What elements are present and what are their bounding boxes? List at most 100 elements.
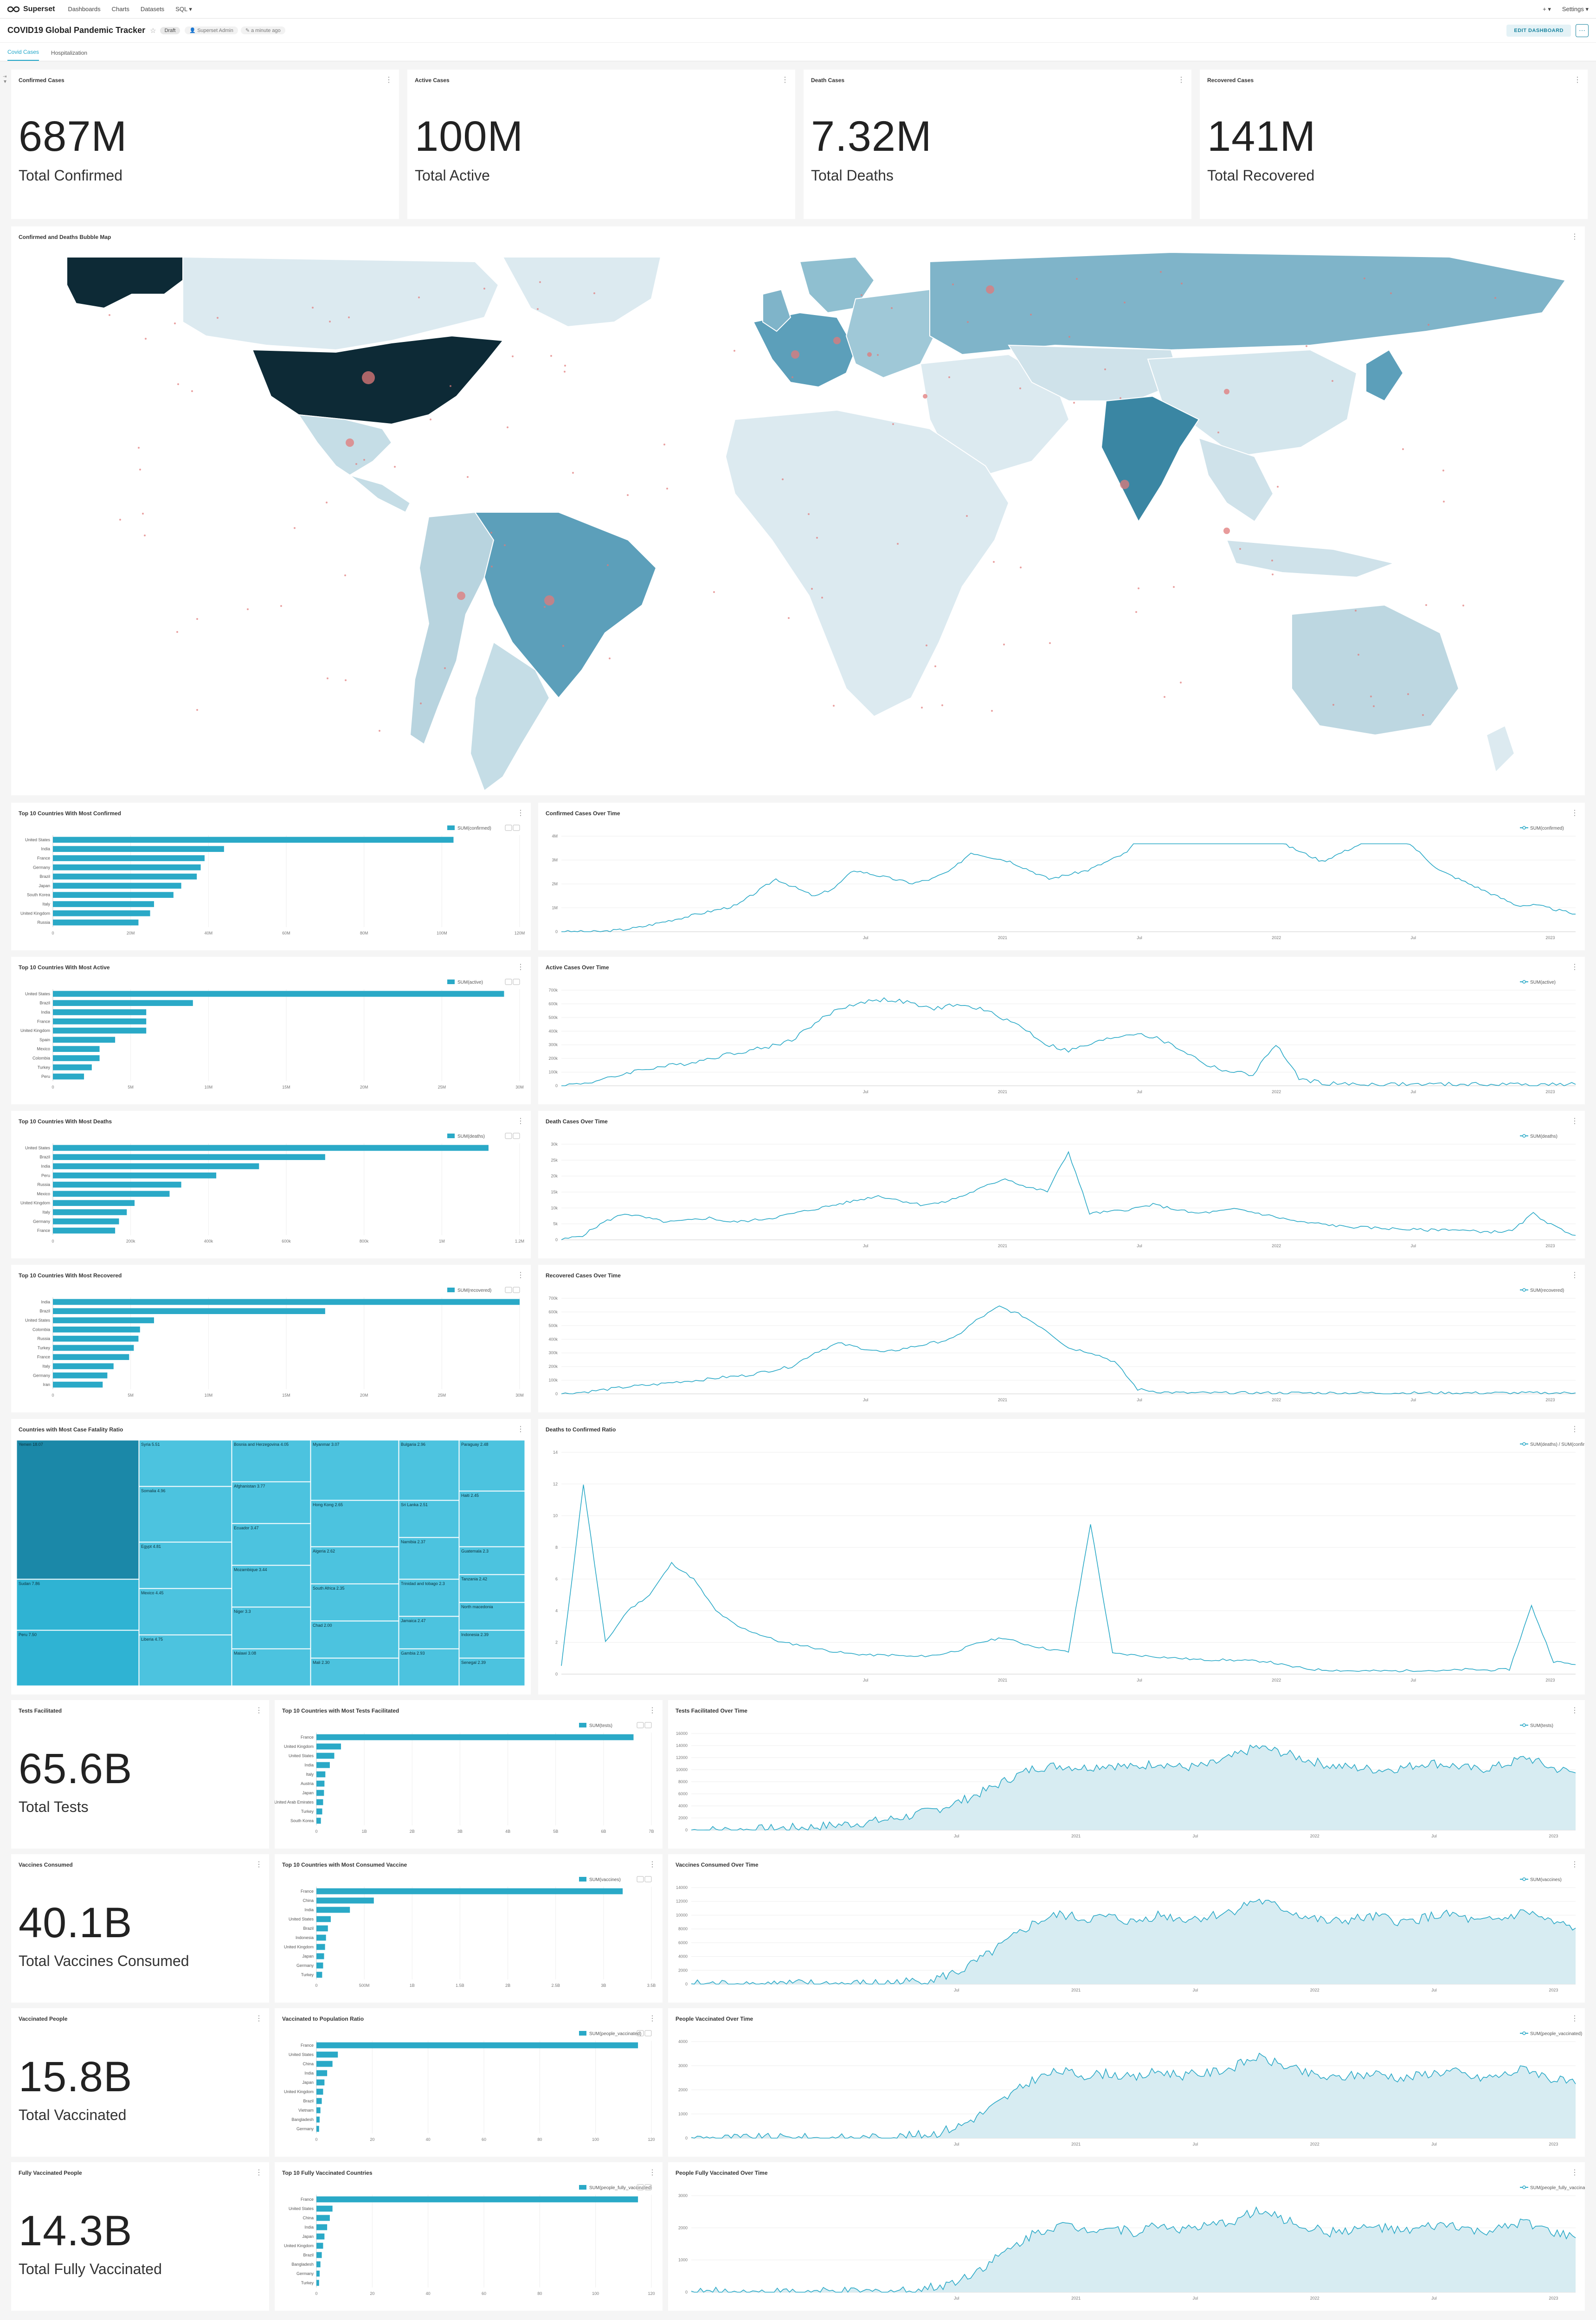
bar[interactable]	[53, 1218, 119, 1224]
bar[interactable]	[53, 873, 197, 880]
country-india[interactable]	[1100, 395, 1200, 523]
map-bubble[interactable]	[734, 350, 735, 352]
bar[interactable]	[316, 2061, 333, 2067]
bar[interactable]	[316, 2205, 333, 2212]
bar[interactable]	[316, 2233, 325, 2240]
bar[interactable]	[316, 2088, 323, 2095]
chart-menu-icon[interactable]: ⋮	[1571, 1271, 1578, 1279]
bar-chart[interactable]: SUM(deaths) 0 200k 400k 600k 800k 1M 1.2M United…	[11, 1129, 531, 1258]
bar[interactable]	[53, 1345, 134, 1351]
bar[interactable]	[316, 1808, 322, 1815]
legend-next-icon[interactable]	[644, 2184, 652, 2191]
bar[interactable]	[316, 1753, 335, 1759]
bar[interactable]	[316, 1790, 324, 1796]
chart-legend[interactable]: SUM(tests)	[579, 1723, 612, 1728]
bar[interactable]	[53, 1027, 147, 1034]
bar[interactable]	[316, 1897, 374, 1904]
chart-legend[interactable]: SUM(recovered)	[447, 1288, 491, 1293]
legend-next-icon[interactable]	[513, 979, 520, 985]
map-bubble[interactable]	[967, 321, 969, 323]
map-bubble[interactable]	[1164, 696, 1165, 698]
bar[interactable]	[53, 1172, 217, 1179]
legend-next-icon[interactable]	[644, 1722, 652, 1728]
treemap-cell[interactable]	[399, 1537, 459, 1579]
treemap-cell[interactable]	[310, 1440, 399, 1501]
treemap-cell[interactable]	[310, 1658, 399, 1686]
treemap-cell[interactable]	[459, 1630, 525, 1658]
favorite-star-icon[interactable]: ☆	[150, 26, 156, 35]
bar[interactable]	[53, 1181, 181, 1188]
chart-menu-icon[interactable]: ⋮	[1571, 963, 1578, 971]
country-uk[interactable]	[762, 289, 792, 332]
map-bubble[interactable]	[1442, 470, 1444, 471]
treemap-cell[interactable]	[310, 1584, 399, 1621]
map-bubble[interactable]	[329, 321, 331, 322]
bar[interactable]	[316, 1925, 328, 1932]
bar[interactable]	[316, 1972, 322, 1978]
bar[interactable]	[316, 2261, 321, 2268]
chart-menu-icon[interactable]: ⋮	[255, 1707, 263, 1714]
bar[interactable]	[316, 2280, 319, 2286]
bar[interactable]	[53, 1308, 325, 1315]
chart-menu-icon[interactable]: ⋮	[1571, 1425, 1578, 1433]
map-bubble[interactable]	[1494, 297, 1496, 299]
line-chart[interactable]: SUM(tests) 0 2000 4000 6000 8000 10000 12000 140…	[668, 1719, 1585, 1849]
map-bubble[interactable]	[418, 296, 420, 298]
country-australia[interactable]	[1291, 604, 1460, 736]
map-bubble[interactable]	[1272, 574, 1274, 575]
map-bubble[interactable]	[921, 707, 923, 709]
status-badge[interactable]: Draft	[160, 26, 180, 34]
nav-dashboards[interactable]: Dashboards	[68, 6, 101, 13]
map-bubble[interactable]	[986, 285, 994, 294]
treemap-cell[interactable]	[459, 1574, 525, 1603]
map-bubble[interactable]	[572, 472, 574, 474]
map-bubble[interactable]	[1332, 704, 1334, 706]
bar[interactable]	[53, 1326, 140, 1333]
map-bubble[interactable]	[1332, 380, 1333, 382]
country-russia[interactable]	[929, 251, 1566, 355]
bar[interactable]	[53, 855, 205, 861]
bar-chart[interactable]: SUM(people_fully_vaccinated) 0 20 40 60 80 100…	[275, 2181, 663, 2311]
legend-prev-icon[interactable]	[505, 979, 512, 985]
map-bubble[interactable]	[1217, 432, 1219, 433]
bar[interactable]	[53, 1209, 127, 1215]
legend-next-icon[interactable]	[513, 825, 520, 831]
map-bubble[interactable]	[1277, 486, 1279, 488]
map-bubble[interactable]	[792, 376, 793, 378]
bar[interactable]	[316, 2116, 320, 2123]
map-bubble[interactable]	[327, 677, 328, 679]
chart-legend[interactable]: SUM(active)	[447, 980, 483, 985]
bar[interactable]	[53, 1299, 520, 1305]
bar[interactable]	[316, 2252, 322, 2258]
map-bubble[interactable]	[1049, 642, 1051, 644]
series-line[interactable]	[561, 1305, 1576, 1394]
map-bubble[interactable]	[139, 469, 141, 470]
bar[interactable]	[316, 1771, 326, 1778]
chart-menu-icon[interactable]: ⋮	[1571, 809, 1578, 817]
treemap-cell[interactable]	[232, 1523, 311, 1566]
map-bubble[interactable]	[507, 426, 508, 428]
treemap-cell[interactable]	[310, 1621, 399, 1658]
legend-next-icon[interactable]	[513, 1133, 520, 1139]
bar[interactable]	[53, 901, 154, 907]
line-chart[interactable]: SUM(deaths) 0 5k 10k 15k 20k 25k 30k Jul 2021 Jul 2…	[538, 1129, 1585, 1258]
map-bubble[interactable]	[1135, 611, 1137, 613]
legend-next-icon[interactable]	[644, 2030, 652, 2036]
chart-legend[interactable]: SUM(people_fully_vaccinated)	[1520, 2185, 1585, 2191]
map-bubble[interactable]	[1355, 610, 1357, 612]
map-bubble[interactable]	[539, 281, 541, 283]
bar[interactable]	[316, 1907, 350, 1913]
chart-legend[interactable]: SUM(people_fully_vaccinated)	[579, 2185, 652, 2191]
bar[interactable]	[53, 1227, 116, 1234]
map-bubble[interactable]	[504, 544, 506, 546]
chart-menu-icon[interactable]: ⋮	[255, 2169, 263, 2177]
map-bubble[interactable]	[550, 355, 552, 357]
legend-prev-icon[interactable]	[637, 1722, 644, 1728]
map-bubble[interactable]	[1390, 292, 1392, 294]
map-bubble[interactable]	[564, 365, 566, 367]
map-bubble[interactable]	[861, 294, 862, 296]
bar-chart[interactable]: SUM(vaccines) 0 500M 1B 1.5B 2B 2.5B 3B 3.5B Fran…	[275, 1873, 663, 2003]
map-bubble[interactable]	[562, 645, 564, 647]
map-bubble[interactable]	[196, 618, 198, 620]
filter-bar-toggle-icon[interactable]: ⇥ ▼	[3, 74, 7, 84]
